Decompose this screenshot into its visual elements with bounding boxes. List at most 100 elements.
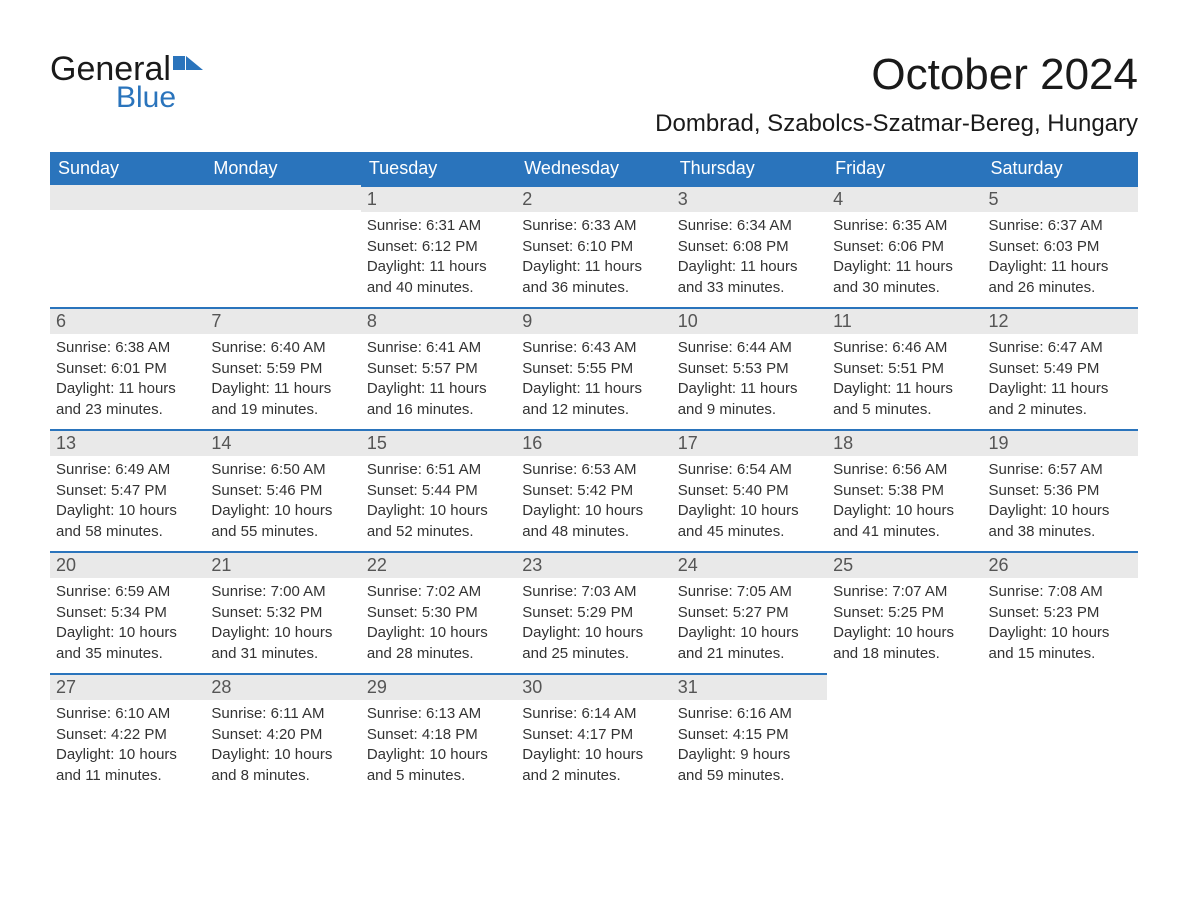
- day-sunrise: Sunrise: 6:53 AM: [522, 460, 665, 480]
- day-d2: and 31 minutes.: [211, 644, 354, 664]
- calendar-cell: [205, 185, 360, 307]
- calendar-cell: 16Sunrise: 6:53 AMSunset: 5:42 PMDayligh…: [516, 429, 671, 551]
- day-d1: Daylight: 10 hours: [367, 623, 510, 643]
- day-d1: Daylight: 11 hours: [678, 257, 821, 277]
- day-sunset: Sunset: 5:57 PM: [367, 359, 510, 379]
- calendar-cell: 24Sunrise: 7:05 AMSunset: 5:27 PMDayligh…: [672, 551, 827, 673]
- day-d1: Daylight: 11 hours: [989, 257, 1132, 277]
- day-d1: Daylight: 10 hours: [678, 501, 821, 521]
- day-number: 2: [516, 185, 671, 212]
- day-d2: and 40 minutes.: [367, 278, 510, 298]
- calendar-head: SundayMondayTuesdayWednesdayThursdayFrid…: [50, 152, 1138, 185]
- day-body: Sunrise: 6:13 AMSunset: 4:18 PMDaylight:…: [361, 700, 516, 790]
- day-d1: Daylight: 11 hours: [56, 379, 199, 399]
- calendar-cell: 27Sunrise: 6:10 AMSunset: 4:22 PMDayligh…: [50, 673, 205, 795]
- day-sunset: Sunset: 5:53 PM: [678, 359, 821, 379]
- day-d1: Daylight: 11 hours: [522, 379, 665, 399]
- day-number: 6: [50, 307, 205, 334]
- day-body: Sunrise: 6:47 AMSunset: 5:49 PMDaylight:…: [983, 334, 1138, 424]
- day-d2: and 38 minutes.: [989, 522, 1132, 542]
- day-sunset: Sunset: 5:46 PM: [211, 481, 354, 501]
- day-number: 28: [205, 673, 360, 700]
- day-number: 31: [672, 673, 827, 700]
- day-d2: and 59 minutes.: [678, 766, 821, 786]
- calendar-cell: 4Sunrise: 6:35 AMSunset: 6:06 PMDaylight…: [827, 185, 982, 307]
- day-number: 8: [361, 307, 516, 334]
- calendar-cell: 11Sunrise: 6:46 AMSunset: 5:51 PMDayligh…: [827, 307, 982, 429]
- calendar-cell: 10Sunrise: 6:44 AMSunset: 5:53 PMDayligh…: [672, 307, 827, 429]
- day-d1: Daylight: 11 hours: [367, 257, 510, 277]
- calendar-cell: 30Sunrise: 6:14 AMSunset: 4:17 PMDayligh…: [516, 673, 671, 795]
- day-d1: Daylight: 10 hours: [211, 501, 354, 521]
- day-sunrise: Sunrise: 6:35 AM: [833, 216, 976, 236]
- month-title: October 2024: [655, 50, 1138, 100]
- calendar-cell: [50, 185, 205, 307]
- day-sunset: Sunset: 5:51 PM: [833, 359, 976, 379]
- day-number: 26: [983, 551, 1138, 578]
- day-number: 9: [516, 307, 671, 334]
- calendar-week: 1Sunrise: 6:31 AMSunset: 6:12 PMDaylight…: [50, 185, 1138, 307]
- day-d1: Daylight: 10 hours: [56, 745, 199, 765]
- day-sunrise: Sunrise: 6:13 AM: [367, 704, 510, 724]
- day-sunrise: Sunrise: 6:40 AM: [211, 338, 354, 358]
- day-sunset: Sunset: 6:01 PM: [56, 359, 199, 379]
- weekday-header: Sunday: [50, 152, 205, 185]
- day-sunrise: Sunrise: 6:31 AM: [367, 216, 510, 236]
- weekday-header: Wednesday: [516, 152, 671, 185]
- day-sunrise: Sunrise: 6:16 AM: [678, 704, 821, 724]
- day-d2: and 2 minutes.: [522, 766, 665, 786]
- day-sunset: Sunset: 6:10 PM: [522, 237, 665, 257]
- day-number: 13: [50, 429, 205, 456]
- day-d2: and 23 minutes.: [56, 400, 199, 420]
- calendar-cell: 25Sunrise: 7:07 AMSunset: 5:25 PMDayligh…: [827, 551, 982, 673]
- day-sunset: Sunset: 4:15 PM: [678, 725, 821, 745]
- day-body: Sunrise: 6:14 AMSunset: 4:17 PMDaylight:…: [516, 700, 671, 790]
- day-d2: and 25 minutes.: [522, 644, 665, 664]
- day-d1: Daylight: 10 hours: [522, 623, 665, 643]
- day-body: Sunrise: 7:00 AMSunset: 5:32 PMDaylight:…: [205, 578, 360, 668]
- day-sunset: Sunset: 5:23 PM: [989, 603, 1132, 623]
- day-d2: and 26 minutes.: [989, 278, 1132, 298]
- calendar-cell: 3Sunrise: 6:34 AMSunset: 6:08 PMDaylight…: [672, 185, 827, 307]
- day-number: 18: [827, 429, 982, 456]
- day-d2: and 30 minutes.: [833, 278, 976, 298]
- weekday-header: Friday: [827, 152, 982, 185]
- day-sunset: Sunset: 5:49 PM: [989, 359, 1132, 379]
- day-sunrise: Sunrise: 6:47 AM: [989, 338, 1132, 358]
- calendar-cell: 20Sunrise: 6:59 AMSunset: 5:34 PMDayligh…: [50, 551, 205, 673]
- day-body: Sunrise: 6:40 AMSunset: 5:59 PMDaylight:…: [205, 334, 360, 424]
- day-d2: and 9 minutes.: [678, 400, 821, 420]
- day-body: Sunrise: 6:53 AMSunset: 5:42 PMDaylight:…: [516, 456, 671, 546]
- day-body: Sunrise: 6:54 AMSunset: 5:40 PMDaylight:…: [672, 456, 827, 546]
- day-d1: Daylight: 11 hours: [211, 379, 354, 399]
- day-sunset: Sunset: 5:38 PM: [833, 481, 976, 501]
- day-sunset: Sunset: 5:59 PM: [211, 359, 354, 379]
- calendar-cell: 28Sunrise: 6:11 AMSunset: 4:20 PMDayligh…: [205, 673, 360, 795]
- calendar-cell: 6Sunrise: 6:38 AMSunset: 6:01 PMDaylight…: [50, 307, 205, 429]
- day-body: Sunrise: 6:11 AMSunset: 4:20 PMDaylight:…: [205, 700, 360, 790]
- day-body: Sunrise: 7:03 AMSunset: 5:29 PMDaylight:…: [516, 578, 671, 668]
- day-d1: Daylight: 10 hours: [211, 623, 354, 643]
- calendar-body: 1Sunrise: 6:31 AMSunset: 6:12 PMDaylight…: [50, 185, 1138, 795]
- calendar-cell: 22Sunrise: 7:02 AMSunset: 5:30 PMDayligh…: [361, 551, 516, 673]
- day-d2: and 48 minutes.: [522, 522, 665, 542]
- day-sunrise: Sunrise: 6:54 AM: [678, 460, 821, 480]
- day-d1: Daylight: 10 hours: [522, 501, 665, 521]
- day-sunset: Sunset: 5:47 PM: [56, 481, 199, 501]
- calendar-cell: 14Sunrise: 6:50 AMSunset: 5:46 PMDayligh…: [205, 429, 360, 551]
- day-number: 3: [672, 185, 827, 212]
- day-sunset: Sunset: 5:55 PM: [522, 359, 665, 379]
- day-d2: and 15 minutes.: [989, 644, 1132, 664]
- day-sunset: Sunset: 5:32 PM: [211, 603, 354, 623]
- calendar-table: SundayMondayTuesdayWednesdayThursdayFrid…: [50, 152, 1138, 795]
- day-body: Sunrise: 6:56 AMSunset: 5:38 PMDaylight:…: [827, 456, 982, 546]
- day-body: Sunrise: 6:49 AMSunset: 5:47 PMDaylight:…: [50, 456, 205, 546]
- day-sunrise: Sunrise: 6:46 AM: [833, 338, 976, 358]
- day-number: 16: [516, 429, 671, 456]
- day-body: Sunrise: 6:10 AMSunset: 4:22 PMDaylight:…: [50, 700, 205, 790]
- day-body: Sunrise: 6:35 AMSunset: 6:06 PMDaylight:…: [827, 212, 982, 302]
- calendar-cell: 2Sunrise: 6:33 AMSunset: 6:10 PMDaylight…: [516, 185, 671, 307]
- day-sunrise: Sunrise: 6:11 AM: [211, 704, 354, 724]
- day-sunrise: Sunrise: 7:03 AM: [522, 582, 665, 602]
- day-sunset: Sunset: 5:27 PM: [678, 603, 821, 623]
